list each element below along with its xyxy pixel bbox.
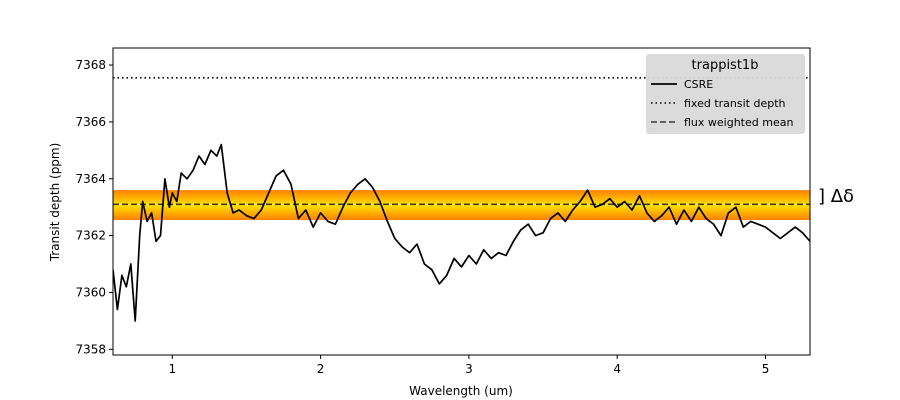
y-tick-label: 7360 — [75, 285, 106, 299]
y-tick-label: 7358 — [75, 342, 106, 356]
legend-fixed-label: fixed transit depth — [684, 97, 786, 110]
x-tick-label: 4 — [613, 362, 621, 376]
y-tick-label: 7366 — [75, 115, 106, 129]
y-axis-label: Transit depth (ppm) — [48, 143, 62, 263]
x-tick-label: 5 — [762, 362, 770, 376]
x-tick-label: 1 — [168, 362, 176, 376]
legend-box — [646, 54, 805, 134]
x-axis-ticks: 1 2 3 4 5 — [168, 355, 769, 376]
y-tick-label: 7362 — [75, 229, 106, 243]
legend: trappist1b CSRE fixed transit depth flux… — [646, 54, 805, 134]
y-tick-label: 7364 — [75, 172, 106, 186]
x-tick-label: 3 — [465, 362, 473, 376]
csre-series-line — [113, 143, 810, 322]
x-axis-label: Wavelength (um) — [409, 384, 513, 398]
y-tick-label: 7368 — [75, 58, 106, 72]
x-tick-label: 2 — [317, 362, 325, 376]
legend-title: trappist1b — [692, 58, 759, 73]
legend-mean-label: flux weighted mean — [684, 116, 793, 129]
delta-delta-annotation: ] Δδ — [818, 186, 854, 207]
legend-csre-label: CSRE — [684, 78, 713, 91]
y-axis-ticks: 7358 7360 7362 7364 7366 7368 — [75, 58, 113, 356]
plot-frame — [112, 47, 811, 356]
